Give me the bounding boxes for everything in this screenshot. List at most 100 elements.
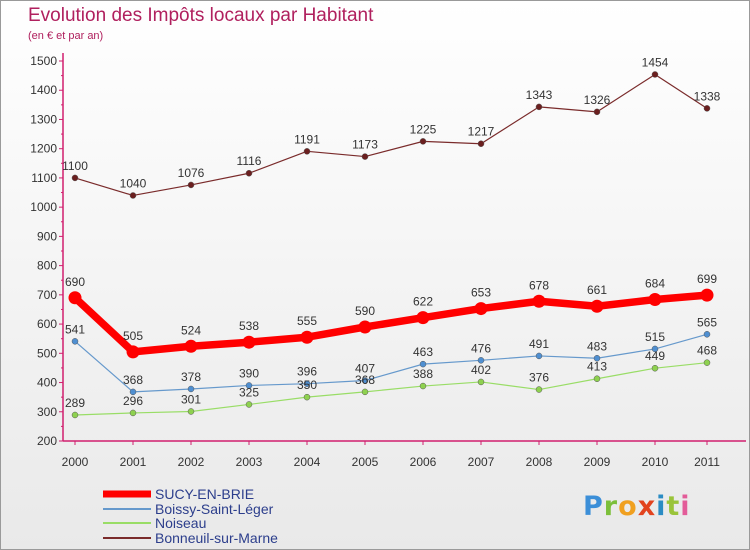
- data-point-sucy-en-brie: [184, 339, 198, 353]
- data-label-bonneuil-sur-marne: 1100: [62, 159, 88, 173]
- data-label-boissy-saint-l-ger: 491: [529, 337, 549, 351]
- x-tick-label: 2009: [584, 455, 611, 469]
- x-tick-label: 2008: [526, 455, 553, 469]
- data-label-noiseau: 301: [181, 392, 201, 406]
- data-point-sucy-en-brie: [300, 330, 314, 344]
- data-point-boissy-saint-l-ger: [361, 377, 369, 384]
- data-label-bonneuil-sur-marne: 1217: [468, 125, 495, 139]
- y-tick-label: 500: [37, 346, 57, 360]
- data-point-bonneuil-sur-marne: [303, 148, 311, 155]
- data-label-sucy-en-brie: 538: [239, 319, 259, 333]
- data-point-noiseau: [303, 393, 311, 401]
- data-label-boissy-saint-l-ger: 378: [181, 370, 201, 384]
- data-label-noiseau: 449: [645, 349, 665, 363]
- data-label-noiseau: 289: [65, 396, 85, 410]
- data-point-noiseau: [129, 409, 137, 417]
- data-label-bonneuil-sur-marne: 1173: [352, 138, 378, 152]
- data-label-boissy-saint-l-ger: 483: [587, 339, 607, 353]
- data-point-boissy-saint-l-ger: [419, 360, 427, 368]
- data-point-bonneuil-sur-marne: [245, 169, 253, 177]
- data-label-boissy-saint-l-ger: 368: [123, 373, 143, 387]
- y-tick-label: 800: [37, 259, 57, 273]
- y-tick-label: 1300: [30, 112, 57, 126]
- data-point-noiseau: [71, 411, 79, 419]
- data-label-bonneuil-sur-marne: 1338: [694, 89, 721, 103]
- data-point-sucy-en-brie: [242, 335, 256, 349]
- data-point-bonneuil-sur-marne: [703, 105, 711, 112]
- legend-label-boissy-saint-l-ger: Boissy-Saint-Léger: [155, 501, 274, 517]
- data-point-boissy-saint-l-ger: [187, 385, 195, 393]
- data-point-sucy-en-brie: [416, 311, 430, 325]
- data-label-sucy-en-brie: 661: [587, 283, 607, 297]
- data-label-sucy-en-brie: 699: [697, 272, 717, 286]
- data-label-sucy-en-brie: 505: [123, 329, 143, 343]
- data-label-sucy-en-brie: 555: [297, 314, 317, 328]
- y-tick-label: 900: [37, 229, 57, 243]
- x-tick-label: 2005: [352, 455, 379, 469]
- x-tick-label: 2011: [694, 455, 720, 469]
- legend-label-noiseau: Noiseau: [155, 515, 206, 531]
- data-point-sucy-en-brie: [700, 288, 714, 302]
- data-label-sucy-en-brie: 690: [65, 275, 85, 289]
- data-label-sucy-en-brie: 684: [645, 277, 665, 291]
- proxiti-logo: Proxiti: [583, 491, 691, 522]
- data-label-bonneuil-sur-marne: 1040: [120, 176, 147, 190]
- y-tick-label: 1400: [30, 83, 57, 97]
- data-label-sucy-en-brie: 678: [529, 278, 549, 292]
- data-point-noiseau: [187, 408, 195, 415]
- data-point-boissy-saint-l-ger: [535, 352, 543, 360]
- data-label-noiseau: 413: [587, 360, 607, 374]
- data-label-boissy-saint-l-ger: 407: [355, 361, 375, 375]
- data-label-sucy-en-brie: 622: [413, 295, 433, 309]
- data-point-bonneuil-sur-marne: [71, 174, 79, 182]
- series-line-noiseau: [74, 362, 708, 416]
- data-label-noiseau: 368: [355, 373, 375, 387]
- data-point-noiseau: [361, 388, 369, 396]
- data-point-bonneuil-sur-marne: [651, 71, 659, 78]
- y-tick-label: 1100: [31, 171, 57, 185]
- data-point-noiseau: [535, 386, 543, 393]
- data-label-boissy-saint-l-ger: 565: [697, 315, 717, 329]
- x-tick-label: 2002: [178, 455, 205, 469]
- legend-label-bonneuil-sur-marne: Bonneuil-sur-Marne: [155, 530, 278, 546]
- data-label-bonneuil-sur-marne: 1225: [410, 122, 437, 136]
- data-label-noiseau: 376: [529, 371, 549, 385]
- data-label-bonneuil-sur-marne: 1343: [526, 88, 553, 102]
- chart-subtitle: (en € et par an): [28, 30, 104, 42]
- data-label-boissy-saint-l-ger: 463: [413, 345, 433, 359]
- data-label-bonneuil-sur-marne: 1076: [178, 166, 205, 180]
- data-point-boissy-saint-l-ger: [651, 345, 659, 353]
- data-point-sucy-en-brie: [126, 345, 140, 359]
- data-label-noiseau: 350: [297, 378, 317, 392]
- data-point-noiseau: [477, 378, 485, 386]
- data-point-noiseau: [651, 364, 659, 372]
- data-label-bonneuil-sur-marne: 1454: [642, 55, 669, 69]
- data-point-sucy-en-brie: [474, 302, 488, 316]
- x-tick-label: 2004: [294, 455, 321, 469]
- series-line-bonneuil-sur-marne: [74, 73, 708, 197]
- data-point-bonneuil-sur-marne: [361, 153, 369, 160]
- data-point-boissy-saint-l-ger: [71, 338, 79, 345]
- data-label-boissy-saint-l-ger: 515: [645, 330, 665, 344]
- data-point-sucy-en-brie: [68, 291, 82, 305]
- y-tick-label: 600: [37, 317, 57, 331]
- data-point-bonneuil-sur-marne: [129, 192, 137, 199]
- y-tick-label: 1000: [30, 200, 57, 214]
- data-label-sucy-en-brie: 524: [181, 323, 201, 337]
- y-tick-label: 700: [37, 288, 57, 302]
- data-point-noiseau: [703, 359, 711, 366]
- data-label-noiseau: 325: [239, 385, 259, 399]
- data-label-noiseau: 296: [123, 394, 143, 408]
- data-point-boissy-saint-l-ger: [129, 388, 137, 396]
- series-line-sucy-en-brie: [72, 291, 708, 356]
- data-label-boissy-saint-l-ger: 390: [239, 366, 259, 380]
- data-label-boissy-saint-l-ger: 476: [471, 341, 491, 355]
- data-label-bonneuil-sur-marne: 1191: [294, 132, 320, 146]
- x-tick-label: 2000: [62, 455, 89, 469]
- x-tick-label: 2003: [236, 455, 263, 469]
- data-point-bonneuil-sur-marne: [187, 181, 195, 189]
- chart-title: Evolution des Impôts locaux par Habitant: [28, 5, 374, 26]
- x-tick-label: 2001: [120, 455, 147, 469]
